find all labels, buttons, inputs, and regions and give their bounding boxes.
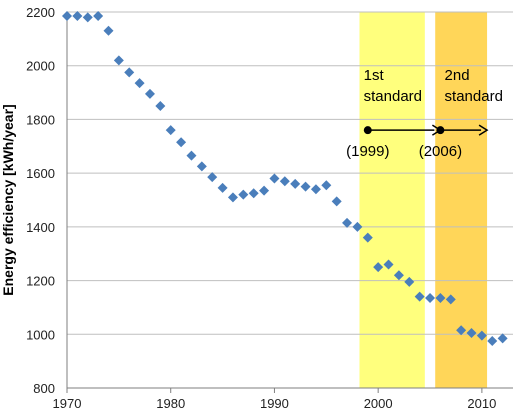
x-tick-label: 2010	[467, 396, 496, 411]
x-tick-label: 2000	[364, 396, 393, 411]
data-point	[62, 11, 72, 22]
data-point	[435, 293, 446, 304]
arrow-start-dot-1	[363, 126, 372, 135]
y-tick-label: 1000	[26, 327, 55, 342]
data-point	[342, 217, 353, 228]
data-point	[352, 221, 363, 232]
data-point	[321, 180, 332, 191]
data-point	[279, 176, 290, 187]
data-point	[144, 88, 155, 99]
standard-band-1	[359, 12, 425, 388]
standard-year-label-2: (2006)	[419, 143, 462, 160]
standard-label-1: standard	[364, 88, 422, 105]
data-point	[362, 232, 373, 243]
data-point	[82, 12, 93, 23]
data-point	[238, 189, 249, 200]
data-point	[300, 181, 311, 192]
data-point	[93, 11, 104, 22]
data-point	[373, 262, 384, 273]
gridlines	[67, 11, 513, 389]
data-point	[414, 291, 425, 302]
data-point	[425, 293, 436, 304]
data-point	[259, 185, 270, 196]
data-point	[466, 327, 477, 338]
arrow-head-2	[478, 124, 489, 136]
data-point	[269, 173, 280, 184]
standard-year-label-1: (1999)	[346, 143, 389, 160]
data-point	[248, 188, 259, 199]
data-point	[155, 101, 166, 111]
x-tick-label: 1990	[260, 396, 289, 411]
data-point	[383, 259, 394, 270]
data-point	[476, 330, 487, 341]
data-point	[393, 270, 404, 281]
y-tick-label: 1400	[26, 220, 55, 235]
data-point	[207, 172, 218, 183]
data-point	[404, 276, 415, 287]
data-point	[165, 125, 176, 136]
data-point	[134, 78, 145, 89]
data-point	[72, 11, 83, 22]
y-tick-label: 2200	[26, 5, 55, 20]
data-point	[217, 182, 228, 193]
data-point	[113, 55, 124, 66]
standard-label-2: standard	[445, 88, 503, 105]
y-tick-label: 1200	[26, 274, 55, 289]
data-point	[310, 184, 321, 195]
standard-label-1: 1st	[364, 67, 385, 84]
y-tick-label: 800	[33, 381, 55, 396]
data-point	[186, 150, 197, 161]
y-tick-label: 2000	[26, 59, 55, 74]
data-point	[176, 137, 187, 148]
data-point	[331, 196, 342, 207]
data-point	[456, 325, 467, 336]
x-tick-label: 1970	[53, 396, 82, 411]
data-point	[196, 161, 207, 172]
standard-label-2: 2nd	[445, 67, 470, 84]
data-points	[62, 11, 508, 346]
data-point	[124, 67, 135, 78]
data-point	[487, 336, 498, 346]
data-point	[227, 192, 238, 203]
standard-bands	[359, 12, 488, 388]
y-tick-label: 1800	[26, 112, 55, 127]
data-point	[445, 294, 456, 305]
data-point	[290, 178, 301, 189]
arrow-start-dot-2	[436, 126, 445, 135]
data-point	[497, 333, 508, 344]
axes: 800 1000 1200 1400 1600 1800 2000 2200 1970 1980 1…	[26, 5, 513, 411]
x-tick-label: 1980	[156, 396, 185, 411]
data-point	[103, 25, 114, 36]
annotations: 1st standard (1999) 2nd standard (2006)	[346, 67, 503, 160]
y-axis-title: Energy efficiency [kWh/year]	[0, 104, 16, 295]
y-tick-label: 1600	[26, 166, 55, 181]
